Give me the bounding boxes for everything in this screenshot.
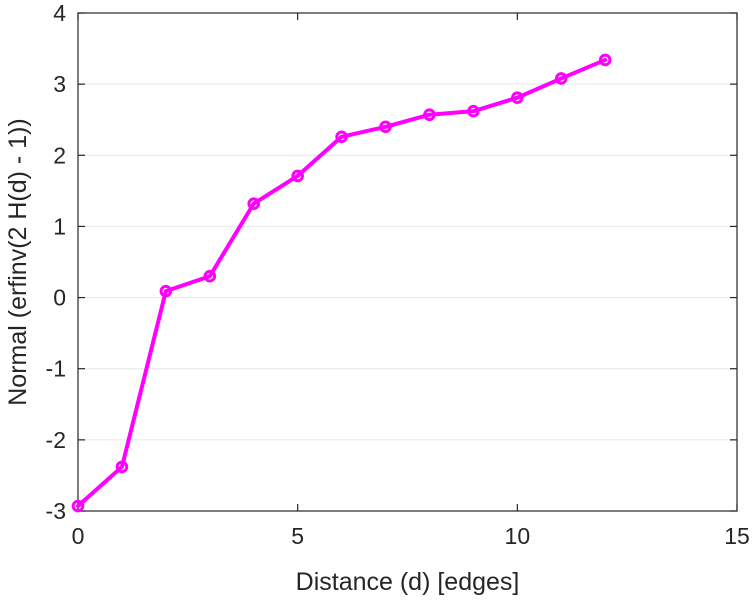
data-point-11 [554,72,568,85]
y-tick-label-1: -2 [46,427,66,453]
y-tick-label-2: -1 [46,356,66,382]
data-point-6 [335,130,348,144]
y-tick-label-7: 4 [53,0,66,26]
data-point-10 [511,91,524,104]
data-point-7 [379,120,392,134]
y-tick-label-3: 0 [53,285,66,311]
grid-lines [78,83,737,441]
x-tick-label-3: 15 [724,523,750,549]
y-tick-label-0: -3 [46,498,66,524]
series-layer [71,53,612,513]
x-tick-label-1: 5 [291,523,304,549]
data-point-5 [291,169,304,183]
series-line-0 [76,57,608,509]
data-point-12 [598,53,612,67]
data-point-4 [247,197,261,210]
data-point-1 [115,460,129,474]
y-axis-label: Normal (erfinv(2 H(d) - 1)) [4,118,32,406]
y-tick-label-4: 1 [53,213,66,239]
x-tick-label-2: 10 [505,523,531,549]
data-point-8 [423,108,436,122]
x-tick-label-0: 0 [72,523,85,549]
data-point-2 [159,284,173,298]
y-tick-label-6: 3 [53,71,66,97]
plot-area-frame [77,12,738,512]
y-tick-label-5: 2 [53,142,66,168]
data-point-0 [71,499,85,513]
data-point-3 [203,269,217,283]
x-axis-label: Distance (d) [edges] [296,568,520,596]
axis-ticks: 0 5 10 15 -3 -2 -1 0 1 2 3 4 [46,0,750,549]
data-point-9 [467,104,480,118]
